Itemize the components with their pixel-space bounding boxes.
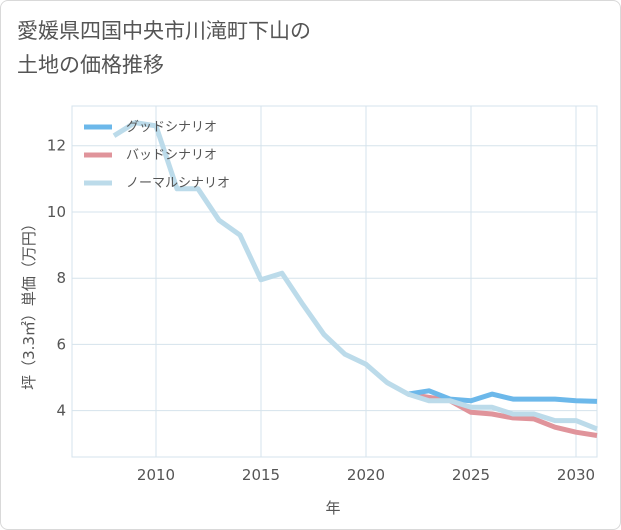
chart-title: 愛媛県四国中央市川滝町下山の 土地の価格推移 [17,14,311,82]
y-tick-label: 8 [56,269,66,287]
y-tick-label: 10 [47,203,66,221]
legend-label: バッドシナリオ [126,148,217,163]
x-tick-label: 2020 [347,466,385,484]
plot-area-border [71,105,598,458]
x-tick-label: 2025 [452,466,490,484]
y-tick-label: 4 [56,402,66,420]
legend-label: ノーマルシナリオ [126,176,230,191]
x-tick-label: 2015 [242,466,280,484]
chart-title-line-2: 土地の価格推移 [17,53,164,77]
legend-label: グッドシナリオ [126,120,217,135]
series-lines [112,120,598,438]
series-line-0 [407,388,598,404]
x-axis-ticks: 2010 2015 2020 2025 2030 [137,466,595,484]
chart-title-line-1: 愛媛県四国中央市川滝町下山の [17,19,311,43]
series-line-2 [112,120,598,432]
x-tick-label: 2010 [137,466,175,484]
x-tick-label: 2030 [557,466,595,484]
y-axis-title: 坪（3.3㎡）単価（万円） [20,216,38,390]
y-tick-label: 12 [47,137,66,155]
y-tick-label: 6 [56,335,66,353]
y-axis-ticks: 4 6 8 10 12 [47,137,66,420]
x-axis-title: 年 [325,499,340,517]
